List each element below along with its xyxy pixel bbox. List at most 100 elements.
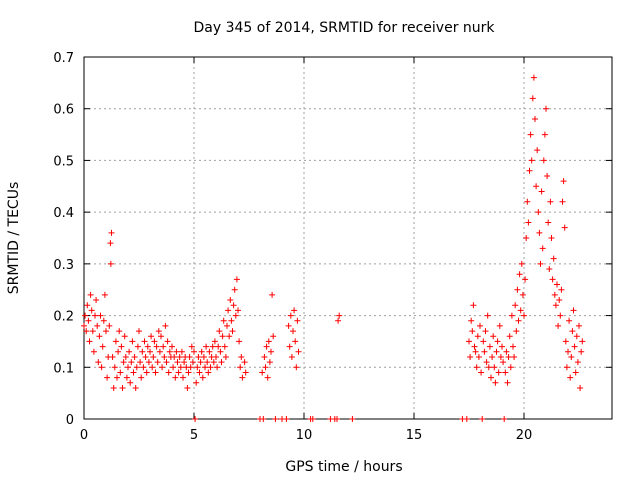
y-tick-labels: 0 0.1 0.2 0.3 0.4 0.5 0.6 0.7 — [53, 51, 74, 428]
data-point — [181, 359, 188, 366]
data-point — [166, 348, 173, 355]
data-point — [539, 245, 546, 252]
data-point — [142, 353, 149, 360]
grid-lines — [84, 57, 612, 419]
y-tick-label: 0.1 — [53, 361, 74, 376]
data-point — [198, 348, 205, 355]
data-point — [195, 353, 202, 360]
data-point — [242, 369, 249, 376]
data-point — [260, 416, 267, 422]
data-point — [488, 374, 494, 381]
data-point — [287, 312, 294, 319]
data-point — [90, 348, 97, 355]
data-point — [160, 343, 167, 350]
data-point — [141, 338, 148, 345]
data-point — [154, 359, 161, 366]
data-point — [463, 416, 470, 422]
data-point — [173, 348, 180, 355]
data-point — [527, 131, 534, 138]
data-point — [502, 369, 509, 376]
data-point — [574, 359, 581, 366]
data-point — [96, 333, 103, 340]
data-point — [548, 235, 555, 241]
data-point — [489, 353, 496, 360]
data-point — [207, 364, 214, 371]
data-point — [131, 353, 138, 360]
data-point — [147, 348, 153, 355]
data-point — [490, 333, 497, 340]
data-point — [164, 338, 171, 345]
data-point — [475, 353, 482, 360]
data-point — [336, 312, 343, 319]
data-point — [87, 291, 94, 298]
data-point — [126, 348, 133, 355]
data-point — [209, 343, 216, 350]
data-point — [486, 343, 493, 350]
data-point — [115, 348, 122, 355]
data-point — [104, 374, 111, 381]
data-point — [221, 343, 228, 350]
data-point — [215, 343, 222, 350]
data-point — [205, 369, 212, 376]
x-tick-label: 5 — [190, 428, 198, 443]
data-point — [218, 359, 225, 366]
data-point — [174, 359, 181, 366]
data-point — [98, 364, 105, 371]
data-point — [499, 343, 505, 350]
data-point — [149, 364, 156, 371]
data-point — [285, 322, 292, 329]
data-point — [493, 348, 500, 355]
data-point — [510, 343, 516, 350]
data-point — [140, 364, 147, 371]
data-point — [472, 348, 479, 355]
data-point — [473, 364, 480, 371]
data-point — [521, 312, 527, 319]
data-point — [120, 359, 127, 366]
data-point — [568, 353, 575, 360]
data-point — [265, 338, 272, 345]
data-point — [474, 333, 481, 340]
data-point — [231, 286, 238, 293]
data-point — [263, 343, 270, 350]
data-point — [178, 348, 185, 355]
data-point — [559, 198, 566, 205]
data-point — [133, 364, 140, 371]
data-point — [217, 348, 224, 355]
data-point — [138, 374, 145, 381]
data-point — [107, 240, 114, 247]
data-point — [85, 317, 92, 324]
data-point — [492, 379, 499, 386]
data-point — [186, 353, 193, 360]
data-point — [88, 307, 95, 314]
data-point — [269, 291, 276, 298]
data-point — [544, 172, 551, 179]
data-point — [159, 364, 166, 371]
data-point — [206, 348, 213, 355]
data-point — [508, 312, 515, 319]
data-point — [309, 416, 316, 422]
data-point — [532, 116, 538, 123]
data-point — [170, 364, 177, 371]
data-point — [270, 333, 277, 340]
data-point — [230, 302, 237, 309]
data-point — [93, 297, 100, 304]
data-point — [92, 312, 98, 319]
data-point — [193, 379, 200, 386]
data-point — [259, 369, 266, 376]
data-point — [495, 369, 502, 376]
data-point — [121, 333, 128, 340]
y-tick-label: 0.2 — [53, 310, 74, 325]
x-tick-label: 0 — [80, 428, 88, 443]
data-point — [524, 198, 531, 205]
data-point — [86, 338, 93, 345]
data-point — [578, 348, 585, 355]
data-point — [292, 338, 299, 345]
data-point — [545, 219, 552, 226]
data-point — [497, 353, 504, 360]
data-point — [103, 328, 109, 335]
data-point — [538, 188, 545, 195]
data-point — [216, 328, 223, 335]
data-point — [191, 348, 197, 355]
data-point — [288, 353, 295, 360]
